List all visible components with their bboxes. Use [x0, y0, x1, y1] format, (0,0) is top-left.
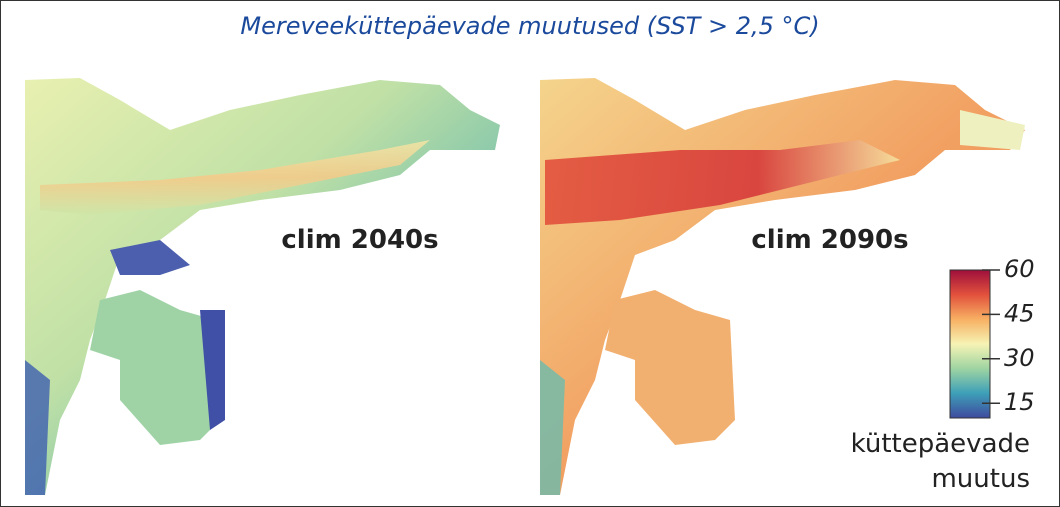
panel-label: clim 2040s — [281, 225, 438, 255]
colorbar-label: küttepäevade — [851, 429, 1030, 459]
colorbar-tick-label: 30 — [1004, 344, 1035, 372]
colorbar: 15 30 45 60 — [949, 255, 1035, 419]
map-2040s — [25, 78, 500, 495]
title: Mereveeküttepäevade muutused (SST > 2,5 … — [240, 12, 819, 40]
colorbar-gradient — [949, 269, 991, 419]
colorbar-tick-label: 60 — [1004, 255, 1035, 283]
colorbar-tick-label: 45 — [1004, 299, 1035, 327]
map-2090s — [540, 78, 1025, 495]
panel-label: clim 2090s — [751, 225, 908, 255]
colorbar-label: muutus — [931, 464, 1030, 494]
colorbar-tick-label: 15 — [1004, 388, 1035, 416]
